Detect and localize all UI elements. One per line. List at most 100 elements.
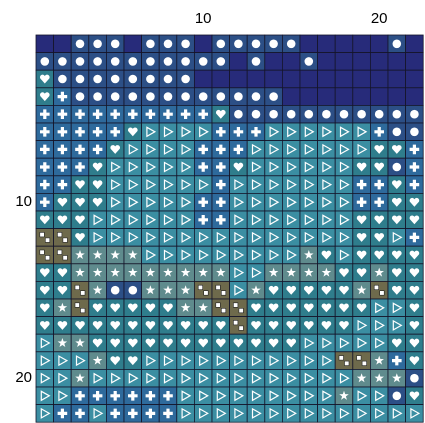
heart	[92, 180, 103, 190]
cell	[35, 140, 55, 159]
cell	[211, 192, 231, 212]
cell-bg	[246, 368, 266, 388]
cell	[123, 333, 143, 353]
cell	[70, 263, 90, 282]
triangle	[339, 231, 350, 243]
triangle	[251, 196, 262, 208]
triangle	[111, 161, 121, 173]
cell-bg	[281, 368, 301, 388]
cell-bg	[176, 122, 195, 142]
cross	[75, 408, 85, 419]
triangle	[75, 355, 86, 367]
cell	[369, 87, 389, 106]
dot	[93, 74, 102, 84]
cell	[299, 316, 319, 335]
cell-bg	[281, 52, 301, 71]
cell	[35, 157, 55, 177]
heart	[145, 303, 156, 313]
cell	[334, 404, 354, 423]
cell	[176, 105, 195, 124]
triangle	[181, 214, 192, 226]
cell	[158, 69, 178, 89]
cell-bg	[211, 368, 231, 388]
cross	[216, 127, 226, 137]
cell	[141, 404, 160, 423]
cell-bg	[53, 368, 72, 388]
cross	[409, 144, 420, 155]
cell	[229, 34, 248, 54]
dot	[40, 57, 50, 66]
cell	[246, 34, 266, 54]
heart	[321, 321, 332, 330]
cell	[387, 316, 407, 335]
cell	[229, 175, 248, 194]
cell	[106, 404, 125, 423]
triangle	[269, 355, 280, 367]
heart	[391, 338, 402, 348]
cell	[158, 87, 178, 106]
cell	[229, 157, 248, 177]
triangle	[304, 337, 315, 349]
cross	[163, 408, 173, 419]
cell	[106, 263, 125, 282]
square	[57, 249, 63, 255]
triangle	[304, 355, 315, 367]
dot	[304, 109, 314, 119]
cell	[317, 192, 336, 212]
cell	[334, 280, 354, 300]
heart	[409, 197, 420, 207]
cell-bg	[158, 368, 178, 388]
cross	[40, 144, 50, 155]
cell	[334, 105, 354, 124]
cell	[193, 69, 213, 89]
triangle	[58, 355, 69, 367]
cell	[334, 87, 354, 106]
triangle	[128, 179, 139, 191]
triangle	[199, 407, 209, 419]
cross	[145, 391, 156, 401]
heart	[92, 338, 103, 348]
cell	[229, 298, 248, 318]
cell-bg	[176, 175, 195, 194]
triangle	[93, 372, 104, 384]
triangle	[287, 143, 297, 155]
dot	[93, 57, 102, 66]
square	[62, 255, 68, 261]
cell	[281, 351, 301, 370]
triangle	[40, 390, 51, 402]
cell	[88, 333, 107, 353]
heart	[409, 391, 420, 401]
cell-bg	[53, 34, 72, 54]
cell	[141, 316, 160, 335]
dot	[128, 57, 138, 66]
cell	[211, 263, 231, 282]
square	[57, 232, 63, 238]
dot	[110, 57, 120, 66]
cell	[88, 245, 107, 265]
cell	[334, 298, 354, 318]
triangle	[181, 249, 192, 261]
cell	[88, 140, 107, 159]
heart	[145, 321, 156, 330]
cell	[88, 263, 107, 282]
triangle	[269, 196, 280, 208]
cell	[123, 263, 143, 282]
cell	[229, 52, 248, 71]
heart	[339, 268, 349, 278]
star	[251, 285, 261, 295]
cell	[387, 298, 407, 318]
cell	[106, 105, 125, 124]
cell	[246, 105, 266, 124]
dot	[410, 373, 419, 383]
cell	[281, 52, 301, 71]
square	[238, 307, 244, 314]
cell	[334, 368, 354, 388]
cell	[299, 386, 319, 406]
cell	[211, 298, 231, 318]
cell-bg	[106, 210, 125, 230]
triangle	[287, 214, 297, 226]
cell	[352, 298, 371, 318]
cell	[317, 210, 336, 230]
cell	[246, 316, 266, 335]
cell	[264, 386, 283, 406]
